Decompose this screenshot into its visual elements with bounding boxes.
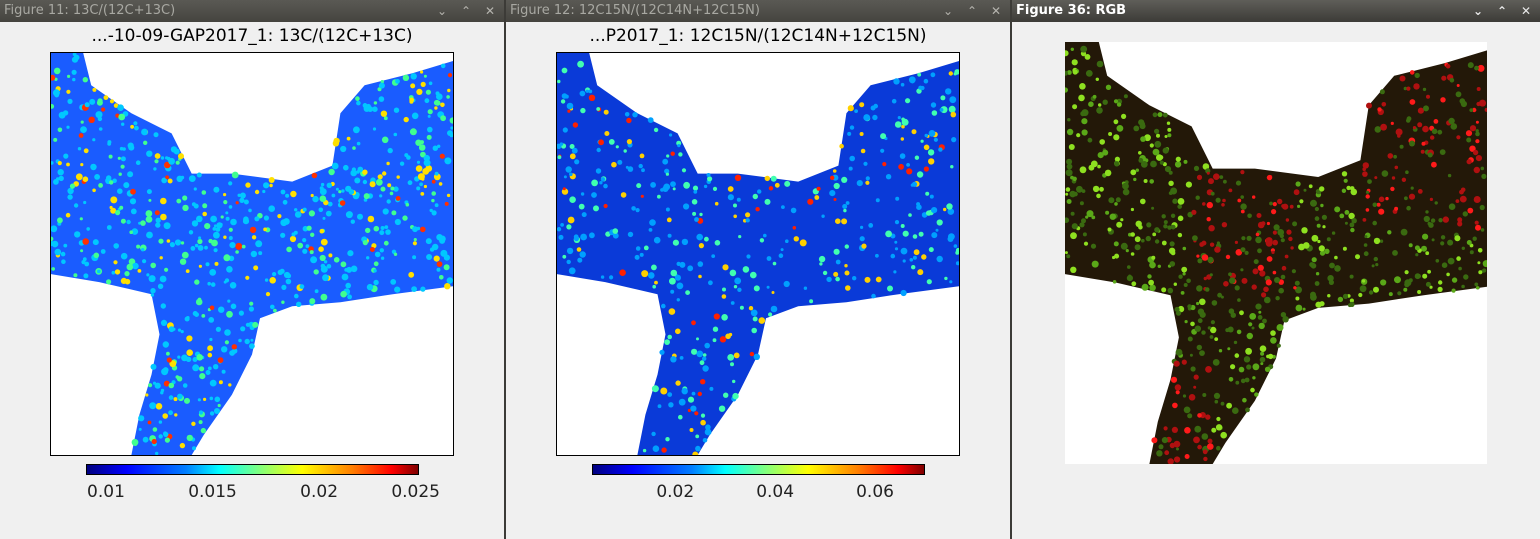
maximize-icon[interactable]: ⌃ <box>966 4 978 18</box>
colorbar-tick: 0.025 <box>391 482 440 502</box>
colorbar-tick: 0.02 <box>300 482 339 502</box>
menu-chevron-icon[interactable]: ⌄ <box>1472 4 1484 18</box>
colorbar-tick: 0.015 <box>188 482 237 502</box>
window-title: Figure 36: RGB <box>1016 3 1127 18</box>
window-titlebar[interactable]: Figure 12: 12C15N/(12C14N+12C15N) ⌄ ⌃ ✕ <box>506 0 1010 22</box>
rgb-composite-image <box>1065 42 1487 464</box>
maximize-icon[interactable]: ⌃ <box>460 4 472 18</box>
colorbar-tick: 0.02 <box>656 482 695 502</box>
ratio-image-plot[interactable] <box>50 52 454 456</box>
ratio-image <box>51 53 453 455</box>
ratio-image <box>557 53 959 455</box>
close-icon[interactable]: ✕ <box>990 4 1002 18</box>
maximize-icon[interactable]: ⌃ <box>1496 4 1508 18</box>
figure-window-36[interactable]: Figure 36: RGB ⌄ ⌃ ✕ <box>1012 0 1540 539</box>
window-titlebar[interactable]: Figure 11: 13C/(12C+13C) ⌄ ⌃ ✕ <box>0 0 504 22</box>
ratio-image-plot[interactable] <box>556 52 960 456</box>
figure-title: ...P2017_1: 12C15N/(12C14N+12C15N) <box>589 26 927 46</box>
figure-window-11[interactable]: Figure 11: 13C/(12C+13C) ⌄ ⌃ ✕ ...-10-09… <box>0 0 504 539</box>
close-icon[interactable]: ✕ <box>1520 4 1532 18</box>
colorbar <box>592 464 925 475</box>
colorbar <box>86 464 419 475</box>
close-icon[interactable]: ✕ <box>484 4 496 18</box>
colorbar-tick: 0.04 <box>756 482 795 502</box>
menu-chevron-icon[interactable]: ⌄ <box>942 4 954 18</box>
window-title: Figure 12: 12C15N/(12C14N+12C15N) <box>510 3 760 18</box>
rgb-image[interactable] <box>1065 42 1487 464</box>
figure-window-12[interactable]: Figure 12: 12C15N/(12C14N+12C15N) ⌄ ⌃ ✕ … <box>506 0 1010 539</box>
figure-title: ...-10-09-GAP2017_1: 13C/(12C+13C) <box>91 26 413 46</box>
window-titlebar[interactable]: Figure 36: RGB ⌄ ⌃ ✕ <box>1012 0 1540 22</box>
colorbar-tick: 0.06 <box>856 482 894 502</box>
window-title: Figure 11: 13C/(12C+13C) <box>4 3 176 18</box>
menu-chevron-icon[interactable]: ⌄ <box>436 4 448 18</box>
colorbar-tick: 0.01 <box>87 482 125 502</box>
